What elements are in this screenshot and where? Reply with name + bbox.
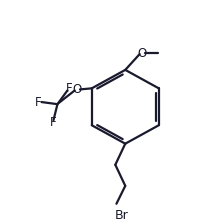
- Text: F: F: [50, 116, 57, 129]
- Text: F: F: [66, 82, 73, 95]
- Text: O: O: [73, 83, 82, 96]
- Text: O: O: [138, 47, 147, 60]
- Text: F: F: [35, 96, 41, 109]
- Text: Br: Br: [115, 209, 129, 222]
